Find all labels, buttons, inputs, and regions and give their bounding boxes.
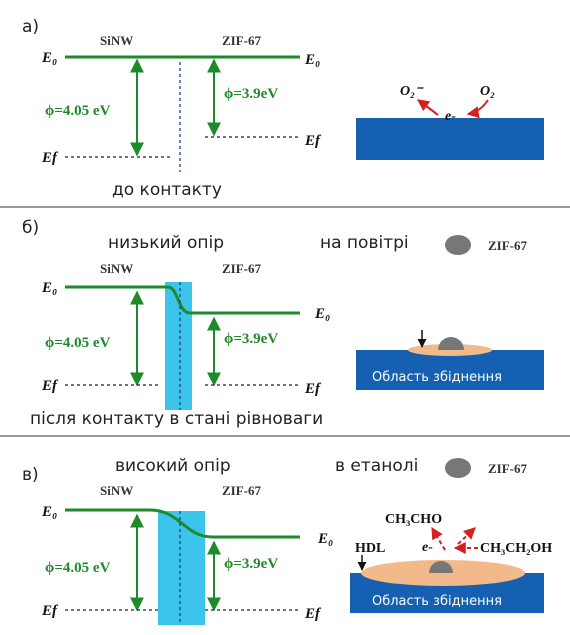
- material-label: ZIF-67: [222, 33, 262, 48]
- work-function-label: ϕ=3.9eV: [224, 331, 278, 347]
- substrate: [356, 118, 544, 160]
- region-label: Область збіднення: [372, 594, 502, 609]
- caption: до контакту: [112, 180, 222, 200]
- panel-label: а): [22, 17, 39, 37]
- electron-label: e-: [422, 540, 433, 555]
- energy-level-label: Ef: [304, 133, 322, 149]
- material-label: SiNW: [100, 33, 133, 48]
- material-label: ZIF-67: [222, 483, 262, 498]
- work-function-label: ϕ=4.05 eV: [45, 103, 111, 119]
- panel-label: б): [22, 218, 39, 238]
- chem-label: HDL: [355, 541, 385, 556]
- resistance-label: низький опір: [108, 233, 224, 253]
- work-function-label: ϕ=3.9eV: [224, 556, 278, 572]
- caption: після контакту в стані рівноваги: [30, 409, 323, 429]
- chem-label: CH₃CH₂OH: [480, 541, 552, 556]
- chem-label: O₂⁻: [400, 84, 424, 99]
- reaction-arrow: [418, 100, 438, 115]
- resistance-label: високий опір: [115, 456, 231, 476]
- energy-level-label: E₀: [41, 504, 57, 520]
- work-function-label: ϕ=3.9eV: [224, 86, 278, 102]
- energy-level-label: Ef: [304, 381, 322, 397]
- material-label: SiNW: [100, 483, 133, 498]
- zif-particle: [438, 337, 464, 350]
- figure: а) SiNW ZIF-67 E₀ E₀ Ef Ef ϕ=4.05 eV ϕ=3.9eV до к…: [0, 0, 570, 635]
- energy-level-label: E₀: [317, 531, 333, 547]
- chem-label: CH₃CHO: [385, 512, 442, 527]
- work-function-label: ϕ=4.05 eV: [45, 560, 111, 576]
- reaction-arrow: [468, 100, 488, 114]
- energy-level-label: Ef: [41, 150, 59, 166]
- energy-level-label: Ef: [41, 378, 59, 394]
- panel-label: в): [22, 465, 39, 485]
- energy-level-label: E₀: [41, 50, 57, 66]
- energy-level-label: E₀: [304, 52, 320, 68]
- electron-label: e-: [445, 109, 456, 124]
- reaction-arrow: [458, 528, 475, 544]
- material-label: ZIF-67: [222, 261, 262, 276]
- energy-level-label: E₀: [314, 306, 330, 322]
- material-label: SiNW: [100, 261, 133, 276]
- depletion-band: [158, 511, 205, 625]
- zif-marker: [445, 458, 471, 478]
- work-function-label: ϕ=4.05 eV: [45, 335, 111, 351]
- region-label: Область збіднення: [372, 370, 502, 385]
- legend-label: ZIF-67: [488, 461, 528, 476]
- environment-label: в етанолі: [335, 456, 418, 476]
- energy-level-label: Ef: [41, 603, 59, 619]
- chem-label: O₂: [480, 84, 495, 99]
- energy-level-label: Ef: [304, 606, 322, 622]
- reaction-arrow: [432, 528, 445, 550]
- zif-marker: [445, 235, 471, 255]
- legend-label: ZIF-67: [488, 238, 528, 253]
- environment-label: на повітрі: [320, 233, 409, 253]
- energy-level-label: E₀: [41, 280, 57, 296]
